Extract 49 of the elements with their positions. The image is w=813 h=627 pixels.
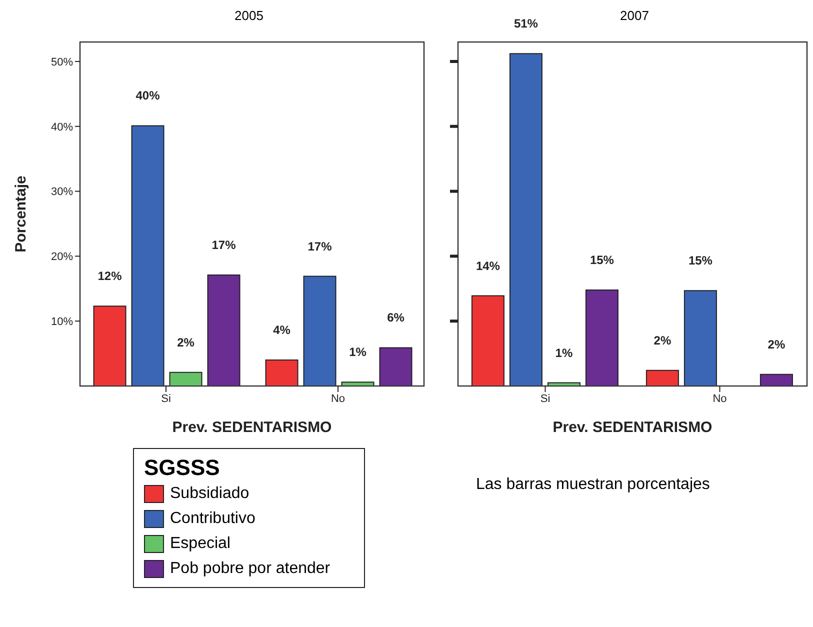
x-tick-label: Si <box>540 392 550 405</box>
bar <box>646 370 679 386</box>
data-label: 17% <box>308 239 332 254</box>
data-label: 51% <box>514 16 538 31</box>
bar <box>684 290 717 386</box>
y-axis-title: Porcentaje <box>12 176 30 252</box>
x-tick-label: No <box>330 392 346 405</box>
bar <box>471 295 504 386</box>
y-tick-label: 50% <box>50 56 74 68</box>
data-label: 2% <box>654 333 672 348</box>
data-label: 17% <box>212 238 236 252</box>
data-label: 40% <box>136 88 160 103</box>
data-label: 14% <box>476 258 500 273</box>
legend-label: Pob pobre por atender <box>170 560 330 578</box>
y-tick-label: 10% <box>50 316 74 328</box>
x-tick-label: Si <box>161 392 171 405</box>
x-axis-title: Prev. SEDENTARISMO <box>172 419 332 436</box>
data-label: 2% <box>177 335 195 350</box>
data-label: 1% <box>349 345 367 360</box>
bar <box>169 372 202 386</box>
chart-title: 2007 <box>619 8 650 23</box>
x-tick-label: No <box>712 392 727 405</box>
legend-label: Contributivo <box>170 510 256 528</box>
bar <box>93 306 126 386</box>
data-label: 12% <box>98 269 122 284</box>
chart-title: 2005 <box>234 8 264 23</box>
legend-title: SGSSS <box>144 455 221 481</box>
legend-label: Especial <box>170 534 230 552</box>
y-tick-label: 40% <box>50 121 74 134</box>
data-label: 2% <box>768 337 786 352</box>
x-axis-title: Prev. SEDENTARISMO <box>552 419 713 436</box>
bar <box>585 289 618 386</box>
legend-label: Subsidiado <box>170 484 250 502</box>
data-label: 15% <box>688 254 713 268</box>
data-label: 6% <box>387 310 405 325</box>
bar <box>509 53 542 386</box>
bar <box>379 347 412 386</box>
bar <box>131 125 164 386</box>
bar <box>341 382 374 386</box>
bar <box>207 274 240 386</box>
data-label: 15% <box>590 252 614 267</box>
data-label: 4% <box>273 323 291 338</box>
y-tick-label: 20% <box>50 251 74 264</box>
bar <box>265 360 298 386</box>
text: Las barras muestran porcentajes <box>476 476 711 494</box>
y-tick-label: 30% <box>50 186 74 198</box>
bar <box>760 374 793 386</box>
bar <box>303 276 336 386</box>
data-label: 1% <box>555 346 573 360</box>
